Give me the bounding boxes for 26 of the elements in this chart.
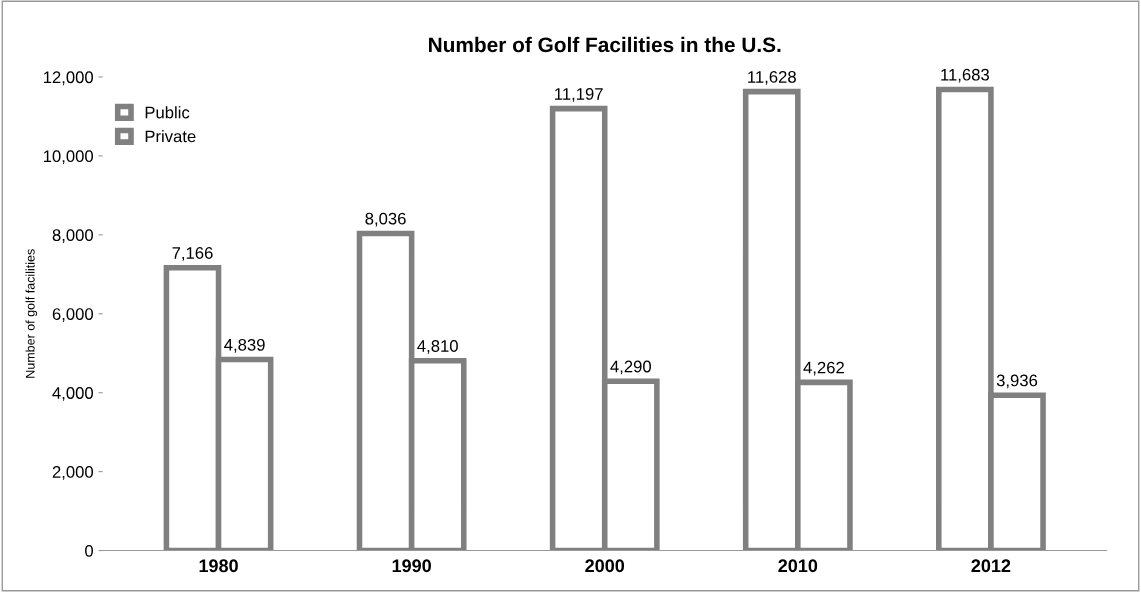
x-tick-label: 2012 (971, 559, 1011, 573)
x-tick-label: 1980 (199, 559, 238, 573)
y-tick-label: 12,000 (43, 71, 94, 86)
data-label: 11,628 (748, 70, 796, 85)
data-label: 4,810 (417, 340, 458, 354)
data-label: 4,262 (803, 361, 844, 376)
data-label: 4,839 (224, 338, 265, 353)
chart-title: Number of Golf Facilities in the U.S. (429, 36, 781, 53)
y-axis-title: Number of golf facilities (25, 249, 38, 378)
y-tick-label: 10,000 (43, 150, 94, 165)
y-tick-label: 8,000 (52, 229, 94, 243)
x-tick-label: 2010 (778, 559, 818, 573)
data-label: 8,036 (365, 212, 406, 227)
x-tick-label: 2000 (585, 559, 625, 573)
legend-label: Public (145, 106, 190, 119)
y-tick-label: 4,000 (52, 387, 94, 401)
data-label: 11,683 (941, 68, 989, 83)
x-tick-label: 1990 (392, 559, 431, 573)
y-tick-label: 2,000 (52, 466, 94, 480)
data-label: 4,290 (610, 360, 651, 375)
data-label: 3,936 (996, 374, 1038, 389)
legend-label: Private (145, 130, 196, 143)
y-tick-label: 6,000 (52, 308, 94, 322)
data-label: 7,166 (172, 247, 213, 261)
data-label: 11,197 (555, 88, 603, 102)
y-tick-label: 0 (85, 544, 94, 557)
